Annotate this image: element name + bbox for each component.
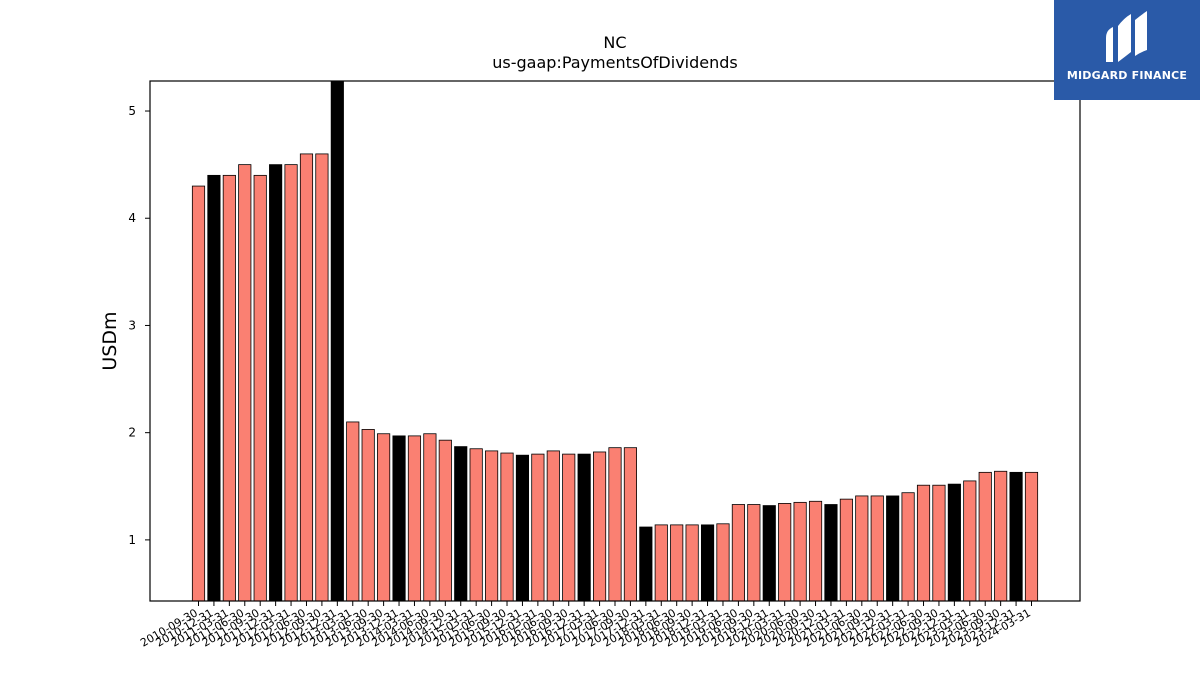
bars bbox=[191, 80, 1039, 602]
bar bbox=[747, 504, 761, 602]
bar bbox=[330, 80, 344, 602]
bar bbox=[222, 174, 236, 602]
bar bbox=[361, 429, 375, 602]
bar bbox=[454, 446, 468, 602]
bar bbox=[299, 153, 314, 602]
y-tick-label: 5 bbox=[128, 104, 136, 118]
x-axis: 2010-09-302010-12-312011-03-312011-06-30… bbox=[138, 601, 1033, 650]
bar bbox=[577, 453, 591, 602]
bar bbox=[377, 433, 391, 602]
bar bbox=[886, 495, 900, 602]
chart-title: NC bbox=[603, 33, 626, 52]
bar bbox=[407, 435, 422, 602]
bar bbox=[947, 483, 961, 602]
bar bbox=[485, 450, 499, 602]
bar bbox=[778, 503, 792, 602]
bar bbox=[685, 524, 699, 602]
bar bbox=[623, 447, 638, 602]
y-axis-label: USDm bbox=[99, 311, 121, 370]
bar bbox=[824, 504, 838, 602]
y-tick-label: 1 bbox=[128, 533, 136, 547]
bar bbox=[423, 433, 437, 602]
chart-subtitle: us-gaap:PaymentsOfDividends bbox=[492, 53, 737, 72]
plot-frame bbox=[149, 80, 1081, 602]
bar bbox=[608, 447, 622, 602]
logo-text: MIDGARD FINANCE bbox=[1066, 69, 1188, 82]
bar bbox=[808, 500, 823, 602]
midgard-logo-icon bbox=[1106, 11, 1147, 62]
bar bbox=[855, 495, 869, 602]
bar bbox=[562, 453, 576, 602]
bar bbox=[392, 435, 406, 602]
bar bbox=[639, 526, 653, 602]
bar bbox=[284, 164, 298, 602]
bar bbox=[315, 153, 329, 602]
bar bbox=[438, 439, 452, 602]
bar bbox=[253, 174, 267, 602]
bar bbox=[515, 454, 530, 602]
bar bbox=[531, 453, 545, 602]
bar bbox=[191, 185, 206, 602]
bar bbox=[670, 524, 684, 602]
bar bbox=[1024, 471, 1039, 602]
bar bbox=[963, 480, 977, 602]
bar bbox=[346, 421, 360, 602]
y-tick-label: 4 bbox=[128, 211, 136, 225]
bar bbox=[469, 448, 483, 602]
bar bbox=[839, 498, 853, 602]
bar bbox=[978, 471, 992, 602]
midgard-finance-logo: MIDGARD FINANCE bbox=[1054, 0, 1200, 100]
bar bbox=[700, 524, 715, 602]
bar bbox=[731, 504, 745, 602]
bar bbox=[593, 451, 607, 602]
bar bbox=[901, 492, 915, 602]
bar bbox=[654, 524, 668, 602]
bar bbox=[762, 505, 776, 602]
bar bbox=[546, 450, 560, 602]
bar bbox=[269, 164, 283, 602]
bar bbox=[994, 470, 1008, 602]
y-tick-label: 3 bbox=[128, 318, 136, 332]
bar bbox=[870, 495, 884, 602]
bar bbox=[932, 484, 946, 602]
bar bbox=[916, 484, 931, 602]
y-axis: 1 2 3 4 5 bbox=[128, 104, 150, 547]
bar bbox=[207, 174, 221, 602]
bar bbox=[238, 164, 252, 602]
y-tick-label: 2 bbox=[128, 426, 136, 440]
bar bbox=[716, 523, 730, 602]
bar bbox=[1009, 471, 1023, 602]
bar bbox=[793, 501, 807, 602]
bar bbox=[500, 452, 514, 602]
